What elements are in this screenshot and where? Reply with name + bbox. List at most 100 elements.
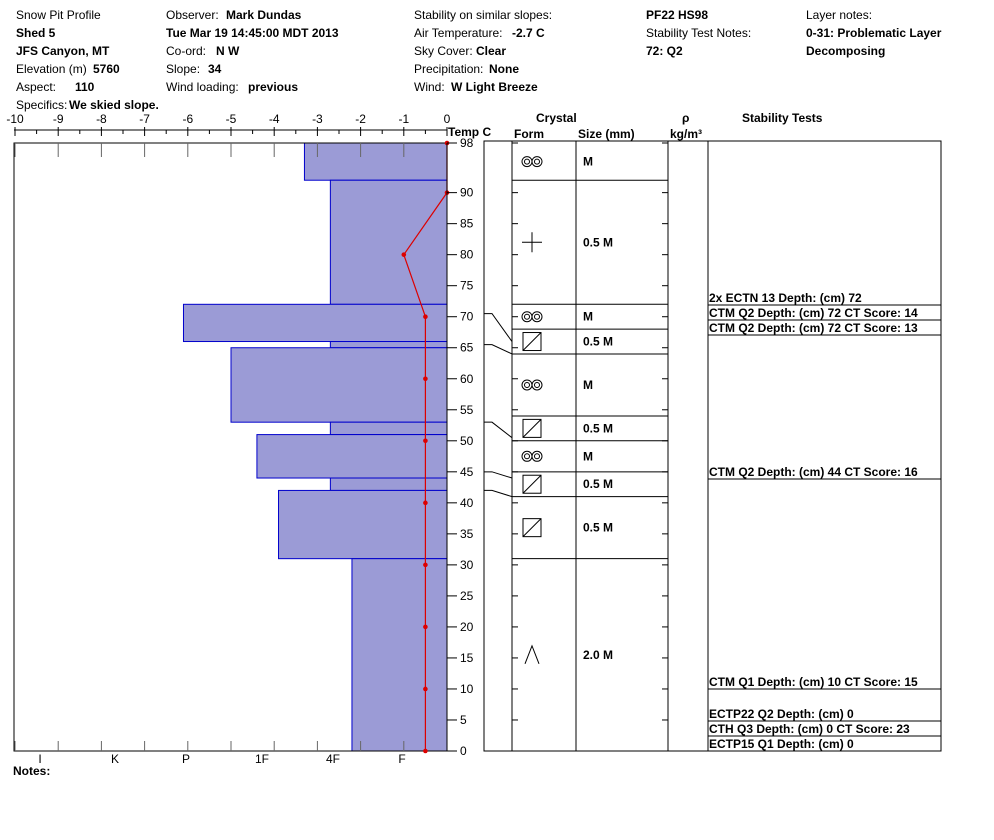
hardness-bar [278,489,448,560]
pf-hs-value: PF22 HS98 [646,8,709,22]
round-grain-outer [521,156,533,168]
stability-test-result: ECTP22 Q2 Depth: (cm) 0 [709,707,854,721]
air-temp-value: -2.7 C [512,26,545,40]
layer-size: 0.5 M [583,477,613,491]
round-grain-outer [531,311,543,323]
specifics-value: We skied slope. [69,98,159,112]
height-tick-label: 98 [460,136,474,150]
round-grain-inner [534,313,540,320]
stability-test-result: CTM Q2 Depth: (cm) 44 CT Score: 16 [709,465,918,479]
layer-size: 0.5 M [583,421,613,435]
layer-connector [484,313,513,342]
wind-value: W Light Breeze [451,80,538,94]
hardness-label: 1F [255,752,269,766]
height-tick-label: 70 [460,310,474,324]
crystal-facet-icon [522,418,542,438]
hardness-bar [329,421,448,436]
stability-test-result: CTH Q3 Depth: (cm) 0 CT Score: 23 [709,722,910,736]
profile-title: Snow Pit Profile [16,8,101,22]
temp-tick-label: -1 [398,112,409,126]
observer-value: Mark Dundas [226,8,302,22]
height-tick-label: 25 [460,589,474,603]
height-tick-label: 40 [460,496,474,510]
rho-header: ρ [682,111,690,125]
depth-hoar-stroke [524,644,540,665]
temp-axis-title: Temp C [448,125,492,139]
slope-value: 34 [208,62,222,76]
round-grain-inner [524,381,530,388]
layer-connector [484,421,513,439]
hardness-label: F [398,752,405,766]
crystal-facet-icon [522,474,542,494]
hardness-bar [329,179,448,305]
specifics-label: Specifics: [16,98,68,112]
coord-label: Co-ord: [166,44,207,58]
height-tick-label: 75 [460,279,474,293]
sky-label: Sky Cover: [414,44,473,58]
crystal-rounds-icon [521,450,543,462]
coord-value: N W [216,44,240,58]
facet-square [522,418,542,438]
facet-square [522,474,542,494]
facet-diagonal [522,419,542,438]
crystal-plus-icon [522,232,542,253]
round-grain-inner [524,453,530,460]
observation-datetime: Tue Mar 19 14:45:00 MDT 2013 [166,26,339,40]
temp-tick-label: -10 [6,112,24,126]
height-tick-label: 10 [460,682,474,696]
temperature-point [423,686,428,692]
density-unit-header: kg/m³ [670,127,703,141]
aspect-value: 110 [75,80,95,94]
precip-value: None [489,62,519,76]
height-tick-label: 0 [460,744,467,758]
stability-tests-header: Stability Tests [742,111,823,125]
height-tick-label: 90 [460,186,474,200]
height-tick-label: 80 [460,248,474,262]
hardness-bar [230,347,448,423]
wind-loading-label: Wind loading: [166,80,239,94]
temperature-point [401,252,407,257]
temp-tick-label: -7 [139,112,150,126]
temperature-point [423,562,428,568]
round-grain-outer [521,450,533,462]
temperature-point [423,748,428,754]
layer-size: M [583,378,593,392]
hardness-bar [329,477,448,491]
height-tick-label: 20 [460,620,474,634]
size-header: Size (mm) [578,127,635,141]
layer-notes-label: Layer notes: [806,8,873,22]
stability-test-result: CTM Q1 Depth: (cm) 10 CT Score: 15 [709,675,918,689]
temperature-point [423,438,428,444]
height-tick-label: 85 [460,217,474,231]
crystal-rounds-icon [521,311,543,323]
location-area: JFS Canyon, MT [16,44,110,58]
layer-size: 0.5 M [583,335,613,349]
stability-notes-label: Stability Test Notes: [646,26,752,40]
height-tick-label: 15 [460,651,474,665]
elevation-label: Elevation (m) [16,62,87,76]
round-grain-inner [534,453,540,460]
wind-loading-value: previous [248,80,299,94]
notes-label: Notes: [13,764,51,778]
round-grain-outer [531,379,543,391]
height-tick-label: 60 [460,372,474,386]
temp-tick-label: -5 [226,112,237,126]
crystal-rounds-icon [521,379,543,391]
layer-size: M [583,155,593,169]
facet-square [522,518,542,538]
precip-label: Precipitation: [414,62,484,76]
facet-square [522,332,542,352]
hardness-label: 4F [326,752,340,766]
temperature-point [423,500,428,506]
height-tick-label: 30 [460,558,474,572]
height-tick-label: 55 [460,403,474,417]
crystal-depth-hoar-icon [524,644,540,665]
temperature-point [423,624,428,630]
crystal-header: Crystal [536,111,577,125]
sky-value: Clear [476,44,507,58]
hardness-label: K [111,752,119,766]
height-tick-label: 50 [460,434,474,448]
temp-tick-label: -2 [355,112,366,126]
hardness-bar [182,303,448,343]
